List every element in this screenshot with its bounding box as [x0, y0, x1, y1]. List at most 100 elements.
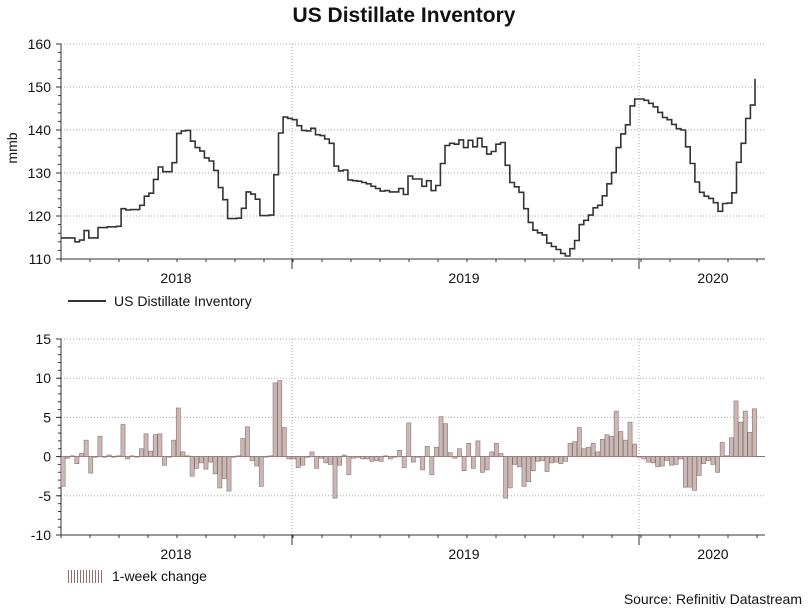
change-bar: [143, 433, 149, 457]
top-ytick-label: 150: [28, 79, 52, 95]
change-bar: [281, 427, 287, 457]
change-bar: [544, 456, 550, 472]
change-bar: [678, 456, 684, 460]
change-bar: [742, 410, 748, 457]
change-bar: [659, 456, 665, 467]
change-bar: [341, 454, 347, 457]
change-bar: [692, 456, 697, 491]
change-bar: [590, 442, 596, 457]
change-bar: [410, 456, 416, 463]
change-bar: [424, 446, 430, 457]
change-bar: [447, 452, 453, 457]
change-bar: [258, 456, 264, 487]
change-bar: [480, 456, 485, 473]
change-bar: [705, 456, 711, 461]
change-bar: [162, 456, 167, 466]
change-bar: [235, 455, 241, 457]
change-bar: [328, 456, 333, 465]
change-bar: [116, 455, 121, 457]
change-bar: [530, 456, 536, 472]
change-bar: [641, 456, 647, 460]
change-bar: [420, 456, 425, 471]
change-bar: [613, 410, 619, 457]
change-bar: [304, 456, 310, 458]
change-bar: [129, 455, 135, 457]
change-bar: [111, 456, 117, 458]
change-bar: [493, 442, 499, 457]
change-bar: [120, 424, 126, 457]
change-bar: [521, 456, 527, 487]
change-bar: [79, 453, 84, 457]
change-bar: [687, 456, 693, 488]
change-bar: [623, 439, 628, 457]
change-bar: [139, 448, 144, 457]
bottom-ytick-label: -5: [39, 488, 52, 504]
change-bar: [102, 456, 107, 458]
change-bar: [180, 451, 186, 457]
change-bar: [512, 456, 518, 465]
change-bar: [434, 446, 439, 457]
change-bar: [655, 456, 661, 468]
change-bar: [217, 456, 223, 489]
change-bar: [222, 456, 227, 479]
change-bar: [650, 456, 656, 464]
change-bar: [337, 456, 343, 466]
change-bar: [295, 456, 301, 468]
inventory-line: [61, 78, 756, 257]
change-bar: [438, 416, 444, 457]
change-bar: [406, 422, 412, 457]
change-bar: [526, 456, 531, 482]
change-bar: [69, 455, 75, 457]
legend-bar-swatch: [68, 569, 104, 583]
change-bar: [83, 439, 89, 457]
change-bar: [729, 437, 734, 457]
change-bar: [378, 456, 384, 462]
change-bar: [387, 456, 393, 460]
change-bar: [719, 442, 725, 457]
change-bar: [696, 456, 702, 476]
change-bar: [563, 456, 568, 462]
change-bar: [346, 456, 352, 475]
change-bar: [332, 456, 338, 499]
change-bar: [309, 451, 315, 457]
change-bar: [300, 456, 306, 466]
change-bar: [632, 443, 637, 457]
top-xtick-label: 2019: [448, 270, 479, 286]
change-bar: [466, 442, 472, 457]
bottom-ytick-label: 0: [43, 449, 51, 465]
change-bar: [383, 455, 389, 457]
bottom-ytick-label: 5: [43, 409, 51, 425]
change-bar: [415, 456, 421, 458]
change-bar: [254, 456, 260, 467]
change-bar: [752, 408, 757, 457]
change-bar: [507, 456, 513, 489]
bottom-ytick-label: 10: [35, 370, 51, 386]
change-bar: [318, 456, 324, 459]
change-bar: [452, 456, 458, 459]
change-bar: [599, 439, 605, 457]
change-bar: [60, 456, 66, 487]
change-bar: [558, 456, 564, 464]
change-bar: [503, 456, 508, 499]
change-bar: [171, 439, 177, 457]
change-bar: [733, 400, 739, 457]
change-bar: [194, 456, 200, 469]
top-xtick-label: 2020: [697, 270, 728, 286]
chart-title: US Distillate Inventory: [292, 4, 516, 27]
top-axis: 110 120 130 140 150 160 2018 2019 2020: [28, 36, 765, 286]
change-bar: [231, 456, 236, 458]
change-bar: [595, 451, 601, 457]
change-bar: [291, 456, 296, 460]
change-bar: [166, 456, 172, 458]
change-bar: [175, 407, 181, 457]
change-bar: [576, 427, 582, 457]
change-bar: [364, 456, 370, 460]
top-ytick-label: 110: [29, 251, 52, 267]
change-bar: [268, 455, 273, 457]
legend-line-swatch: [68, 300, 106, 302]
change-bar: [401, 456, 407, 468]
change-bar: [673, 456, 679, 465]
change-bar: [208, 456, 213, 463]
top-xtick-label: 2018: [160, 270, 191, 286]
